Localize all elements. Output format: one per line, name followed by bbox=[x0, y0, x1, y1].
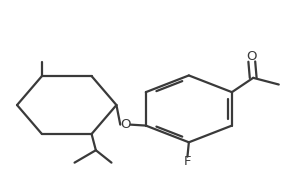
Text: O: O bbox=[120, 118, 131, 131]
Text: F: F bbox=[184, 155, 191, 168]
Text: O: O bbox=[247, 50, 257, 63]
